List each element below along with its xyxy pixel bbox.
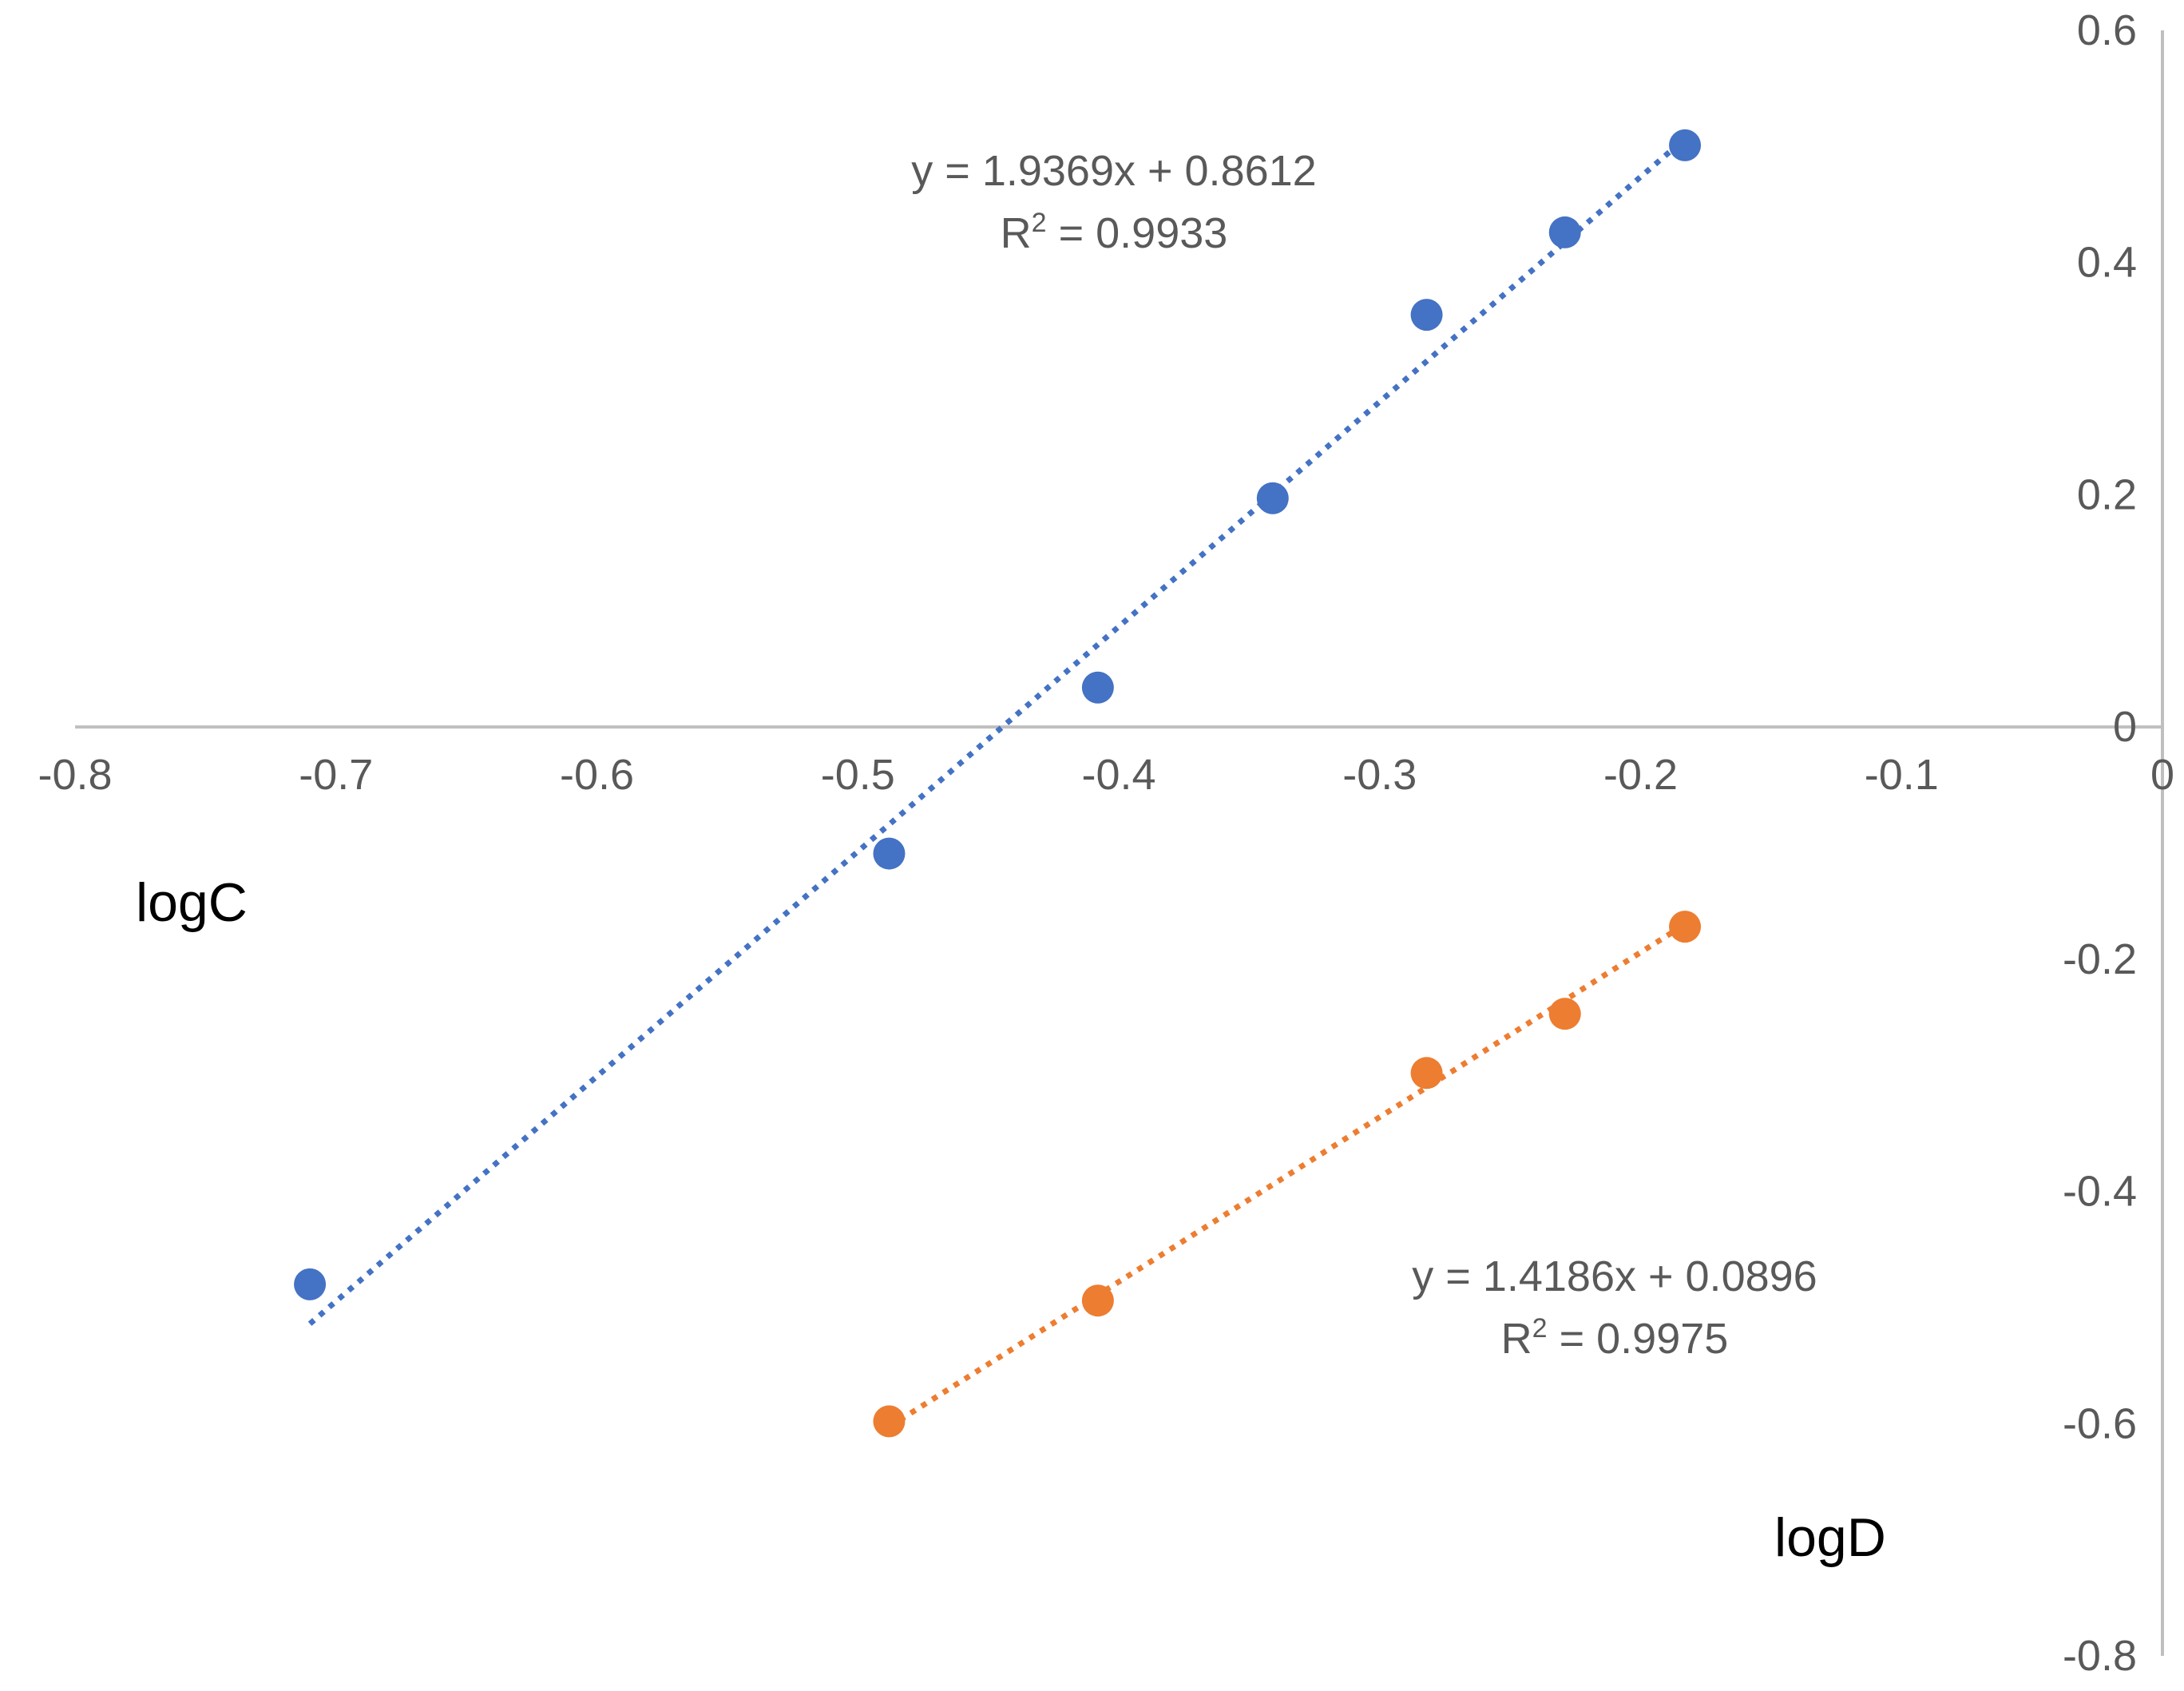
x-tick-label: -0.8 [38,751,112,799]
y-tick-label: -0.8 [2063,1632,2137,1680]
trendline-series-1 [307,136,1687,1326]
data-point-series-1 [873,837,906,870]
axes [75,30,2164,1656]
y-tick-label: 0 [2113,703,2137,751]
trendline-labels: y = 1.9369x + 0.8612 R2 = 0.9933 y = 1.418… [911,147,1817,1363]
tick-labels: -0.8 -0.7 -0.6 -0.5 -0.4 -0.3 -0.2 -0.1 0 0.6 0.4 0… [38,6,2174,1680]
data-point-series-2 [873,1405,906,1438]
data-points [294,129,1702,1438]
data-point-series-1 [1548,216,1581,248]
trendline-equation: y = 1.9369x + 0.8612 [911,147,1316,195]
data-point-series-1 [1256,482,1289,514]
data-point-series-1 [1081,671,1114,704]
y-tick-label: -0.6 [2063,1399,2137,1447]
x-tick-label: -0.6 [560,751,634,799]
trendline-equation: y = 1.4186x + 0.0896 [1412,1252,1817,1300]
y-tick-label: 0.4 [2077,239,2137,287]
y-tick-label: -0.2 [2063,935,2137,983]
x-axis-title: logD [1774,1507,1886,1568]
data-point-series-1 [294,1268,327,1300]
data-point-series-2 [1548,998,1581,1030]
data-point-series-2 [1081,1284,1114,1317]
trendlines [307,136,1687,1430]
x-tick-label: -0.1 [1865,751,1939,799]
y-tick-label: 0.2 [2077,470,2137,518]
x-tick-label: -0.5 [821,751,895,799]
x-tick-label: -0.4 [1081,751,1155,799]
data-point-series-2 [1410,1057,1443,1090]
x-tick-label: -0.3 [1342,751,1417,799]
y-tick-label: 0.6 [2077,6,2137,54]
x-tick-label: -0.2 [1603,751,1678,799]
data-point-series-1 [1410,299,1443,331]
y-tick-label: -0.4 [2063,1168,2137,1216]
trendline-r-squared: R2 = 0.9975 [1501,1313,1729,1363]
y-axis-title: logC [136,872,248,933]
trendline-r-squared: R2 = 0.9933 [1001,208,1228,257]
x-tick-label: 0 [2150,751,2174,799]
data-point-series-1 [1669,129,1702,161]
data-point-series-2 [1669,911,1702,943]
x-tick-label: -0.7 [299,751,373,799]
